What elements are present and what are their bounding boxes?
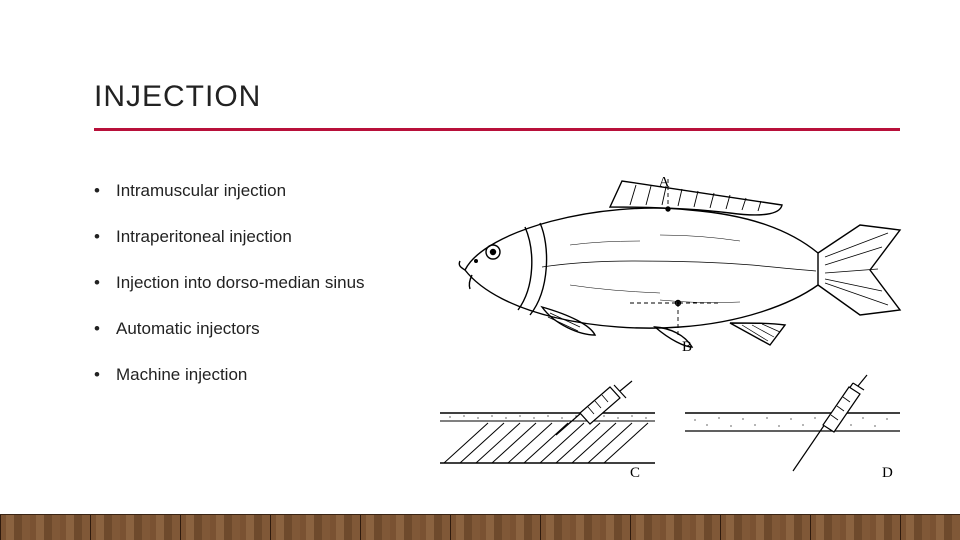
bullet-list: Intramuscular injection Intraperitoneal … [94, 181, 365, 411]
bullet-item: Intramuscular injection [94, 181, 365, 201]
figure-label-a: A [659, 175, 670, 191]
slide-title: INJECTION [94, 80, 900, 128]
bullet-item: Intraperitoneal injection [94, 227, 365, 247]
figure-label-b: B [682, 339, 692, 355]
figure-label-d: D [882, 465, 893, 481]
bullet-item: Automatic injectors [94, 319, 365, 339]
bullet-item: Machine injection [94, 365, 365, 385]
slide: INJECTION Intramuscular injection Intrap… [0, 0, 960, 540]
bullet-item: Injection into dorso-median sinus [94, 273, 365, 293]
title-rule [94, 128, 900, 131]
figure-label-c: C [630, 465, 640, 481]
floor-texture [0, 514, 960, 540]
injection-diagram: A B [430, 175, 910, 485]
